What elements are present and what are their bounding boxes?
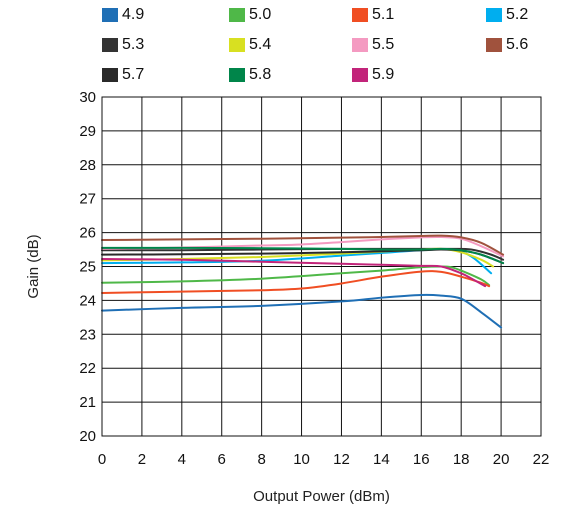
legend-label: 5.8 (249, 66, 272, 83)
legend-label: 5.3 (122, 36, 145, 53)
legend-item-4-9: 4.9 (102, 6, 144, 24)
x-tick-label: 20 (493, 451, 510, 468)
y-tick-label: 29 (79, 123, 96, 140)
y-axis-title: Gain (dB) (25, 234, 42, 298)
series-line-5-4 (101, 247, 495, 268)
series-line-5-6 (101, 234, 505, 256)
legend-label: 5.2 (506, 6, 529, 23)
legend-item-5-3: 5.3 (102, 36, 144, 54)
legend-swatch (102, 8, 118, 22)
series-line-5-0 (101, 265, 491, 287)
legend-swatch (352, 8, 368, 22)
legend-item-5-5: 5.5 (352, 36, 394, 54)
x-tick-labels: 0 2 4 6 8 10 12 14 16 18 20 22 (98, 451, 550, 468)
legend-label: 5.6 (506, 36, 529, 53)
legend-item-5-4: 5.4 (229, 36, 271, 54)
legend-swatch (229, 68, 245, 82)
x-tick-label: 2 (138, 451, 146, 468)
legend-swatch (486, 38, 502, 52)
legend-swatch (486, 8, 502, 22)
x-tick-label: 10 (293, 451, 310, 468)
legend-swatch (102, 38, 118, 52)
legend-label: 5.0 (249, 6, 272, 23)
y-tick-label: 22 (79, 360, 96, 377)
x-tick-label: 6 (218, 451, 226, 468)
legend-label: 5.7 (122, 66, 145, 83)
y-tick-labels: 20 21 22 23 24 25 26 27 28 29 30 (79, 89, 96, 445)
x-tick-label: 14 (373, 451, 390, 468)
legend-item-5-2: 5.2 (486, 6, 528, 24)
y-tick-label: 28 (79, 157, 96, 174)
series-line-5-9 (101, 258, 487, 288)
legend-label: 5.4 (249, 36, 272, 53)
series-line-5-5 (101, 235, 505, 258)
x-tick-label: 22 (533, 451, 550, 468)
x-tick-label: 4 (178, 451, 186, 468)
y-tick-label: 20 (79, 428, 96, 445)
legend-item-5-9: 5.9 (352, 66, 394, 84)
grid (101, 96, 542, 437)
x-tick-label: 12 (333, 451, 350, 468)
legend-swatch (229, 8, 245, 22)
legend-item-5-8: 5.8 (229, 66, 271, 84)
legend-label: 5.1 (372, 6, 395, 23)
y-tick-label: 23 (79, 326, 96, 343)
series-lines (101, 234, 505, 329)
plot-frame (101, 96, 542, 437)
y-tick-label: 21 (79, 394, 96, 411)
legend-swatch (352, 68, 368, 82)
legend-swatch (352, 38, 368, 52)
legend: 4.9 5.0 5.1 5.2 5.3 5.4 5.5 5.6 5.7 5.8 5.9 (102, 6, 552, 90)
legend-item-5-7: 5.7 (102, 66, 144, 84)
y-tick-label: 30 (79, 89, 96, 106)
series-line-5-1 (101, 270, 491, 294)
series-line-4-9 (101, 293, 503, 329)
y-tick-label: 26 (79, 225, 96, 242)
legend-label: 5.5 (372, 36, 395, 53)
legend-item-5-6: 5.6 (486, 36, 528, 54)
x-tick-label: 18 (453, 451, 470, 468)
x-tick-label: 0 (98, 451, 106, 468)
x-tick-label: 16 (413, 451, 430, 468)
legend-swatch (229, 38, 245, 52)
series-line-5-8 (101, 246, 505, 265)
y-tick-label: 27 (79, 191, 96, 208)
x-axis-title: Output Power (dBm) (253, 488, 390, 505)
y-tick-label: 24 (79, 292, 96, 309)
y-tick-label: 25 (79, 259, 96, 276)
legend-label: 4.9 (122, 6, 145, 23)
legend-label: 5.9 (372, 66, 395, 83)
x-tick-label: 8 (257, 451, 265, 468)
legend-item-5-1: 5.1 (352, 6, 394, 24)
legend-swatch (102, 68, 118, 82)
legend-item-5-0: 5.0 (229, 6, 271, 24)
